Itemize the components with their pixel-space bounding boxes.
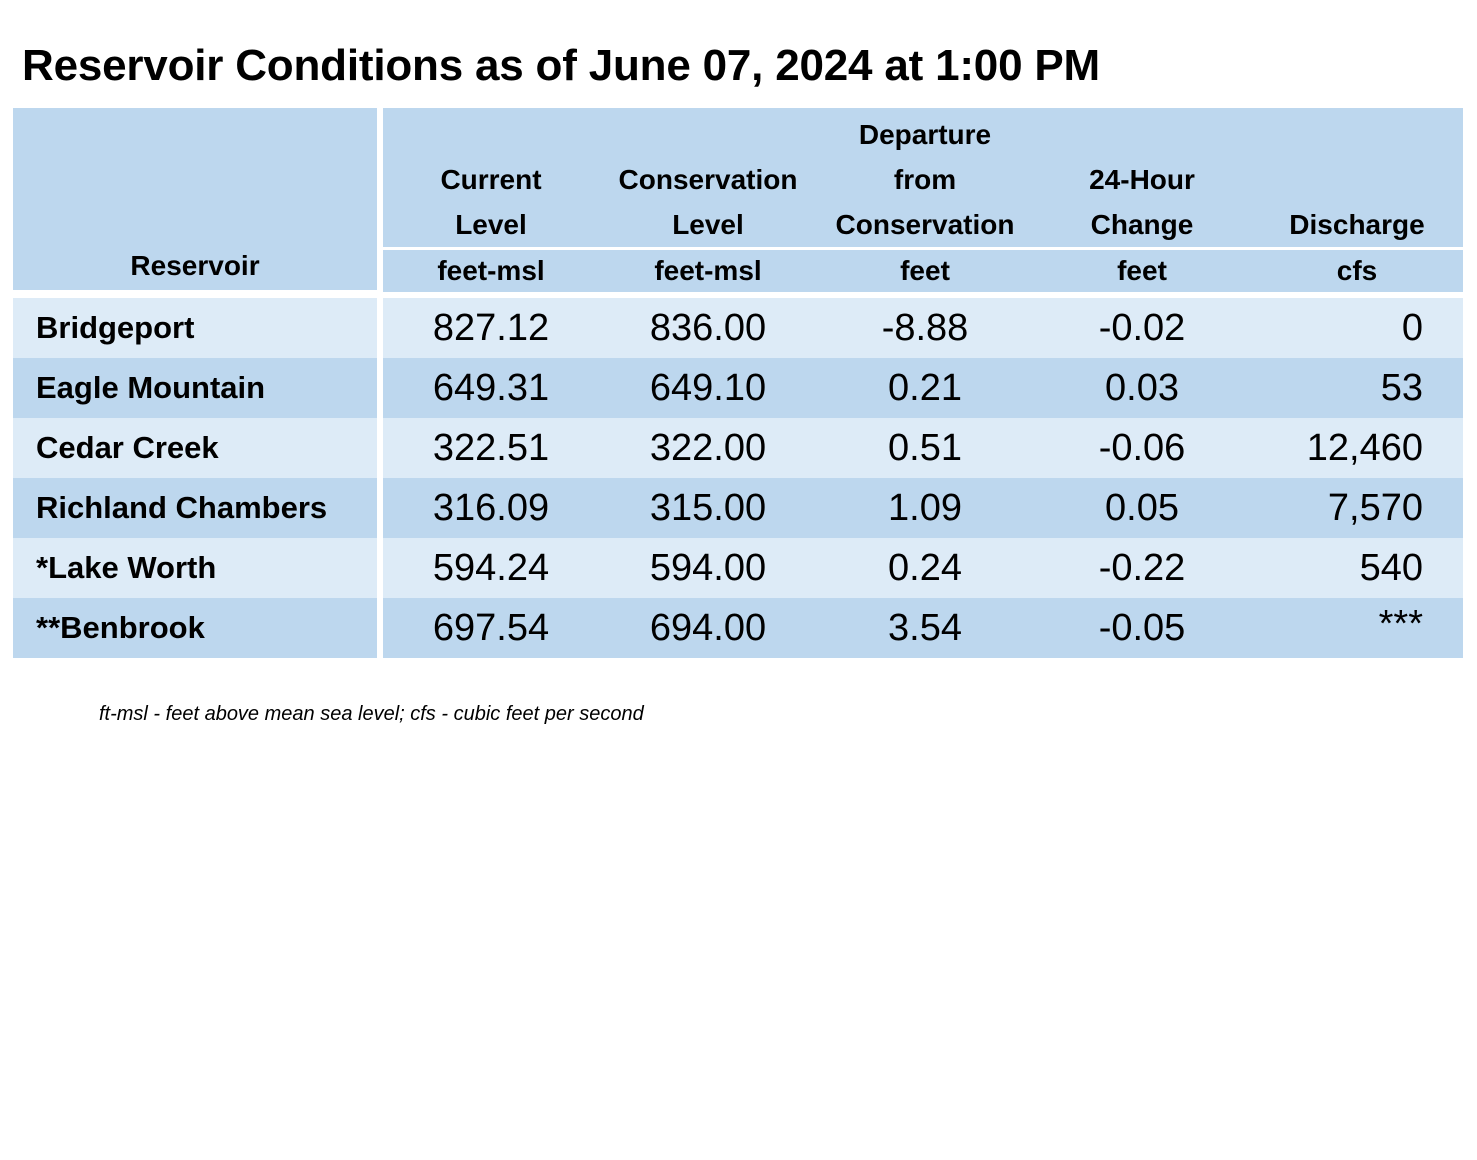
row-current-level: 594.24 [383,538,599,598]
row-conservation-level: 594.00 [599,538,817,598]
row-24h-change: -0.05 [1033,598,1251,658]
row-departure: 3.54 [817,598,1033,658]
header-conservation-level: Conservation Level [599,108,817,251]
row-discharge: 53 [1251,358,1463,418]
footnote: ft-msl - feet above mean sea level; cfs … [99,703,644,725]
row-departure: 0.21 [817,358,1033,418]
row-current-level: 827.12 [383,298,599,358]
header-departure-line3: Conservation [835,209,1015,241]
unit-discharge: cfs [1251,248,1463,292]
table-row: Eagle Mountain 649.31 649.10 0.21 0.03 5… [13,358,1463,418]
row-discharge: 0 [1251,298,1463,358]
header-current-level: Current Level [383,108,599,251]
row-separator [377,538,383,598]
header-discharge-line1: Discharge [1289,209,1425,241]
header-24h-change: 24-Hour Change [1033,108,1251,251]
row-conservation-level: 694.00 [599,598,817,658]
row-current-level: 316.09 [383,478,599,538]
header-reservoir: Reservoir [13,108,377,293]
row-separator [377,598,383,658]
header-conservation-level-line2: Level [672,209,744,241]
row-current-level: 322.51 [383,418,599,478]
row-separator [377,298,383,358]
row-current-level: 649.31 [383,358,599,418]
row-reservoir-name: Bridgeport [13,298,377,358]
table-row: *Lake Worth 594.24 594.00 0.24 -0.22 540 [13,538,1463,598]
table-row: Bridgeport 827.12 836.00 -8.88 -0.02 0 [13,298,1463,358]
row-24h-change: -0.02 [1033,298,1251,358]
row-reservoir-name: Richland Chambers [13,478,377,538]
row-departure: 0.51 [817,418,1033,478]
table-row: Richland Chambers 316.09 315.00 1.09 0.0… [13,478,1463,538]
row-discharge: *** [1251,598,1463,658]
row-discharge: 540 [1251,538,1463,598]
header-separator [377,108,383,293]
header-24h-change-line1: 24-Hour [1089,164,1195,196]
row-discharge: 7,570 [1251,478,1463,538]
header-departure-line1: Departure [858,119,992,151]
row-separator [377,478,383,538]
header-current-level-line1: Current [440,164,542,196]
row-reservoir-name: Cedar Creek [13,418,377,478]
row-24h-change: 0.03 [1033,358,1251,418]
row-separator [377,358,383,418]
header-reservoir-label: Reservoir [130,250,260,281]
row-reservoir-name: *Lake Worth [13,538,377,598]
row-conservation-level: 649.10 [599,358,817,418]
header-label-row: Reservoir Current Level Conservation Lev… [13,108,1463,293]
row-reservoir-name: **Benbrook [13,598,377,658]
unit-current-level: feet-msl [383,248,599,292]
row-24h-change: -0.22 [1033,538,1251,598]
header-conservation-level-line1: Conservation [618,164,798,196]
reservoir-table: Reservoir Current Level Conservation Lev… [13,108,1463,658]
row-departure: -8.88 [817,298,1033,358]
row-current-level: 697.54 [383,598,599,658]
row-departure: 1.09 [817,478,1033,538]
unit-conservation-level: feet-msl [599,248,817,292]
row-separator [377,418,383,478]
header-unit-row: feet-msl feet-msl feet feet cfs [13,248,1463,292]
table-row: **Benbrook 697.54 694.00 3.54 -0.05 *** [13,598,1463,658]
header-spacer [13,291,1463,298]
header-departure: Departure from Conservation [817,108,1033,251]
row-discharge: 12,460 [1251,418,1463,478]
row-conservation-level: 836.00 [599,298,817,358]
reservoir-table-container: Reservoir Current Level Conservation Lev… [13,108,1463,658]
row-conservation-level: 315.00 [599,478,817,538]
row-departure: 0.24 [817,538,1033,598]
page-title: Reservoir Conditions as of June 07, 2024… [22,41,1100,90]
row-conservation-level: 322.00 [599,418,817,478]
unit-24h-change: feet [1033,248,1251,292]
header-current-level-line2: Level [455,209,527,241]
row-24h-change: -0.06 [1033,418,1251,478]
table-body: Bridgeport 827.12 836.00 -8.88 -0.02 0 E… [13,298,1463,658]
row-24h-change: 0.05 [1033,478,1251,538]
header-departure-line2: from [893,164,957,196]
table-row: Cedar Creek 322.51 322.00 0.51 -0.06 12,… [13,418,1463,478]
unit-departure: feet [817,248,1033,292]
header-24h-change-line2: Change [1090,209,1194,241]
row-reservoir-name: Eagle Mountain [13,358,377,418]
header-discharge: Discharge [1251,108,1463,251]
